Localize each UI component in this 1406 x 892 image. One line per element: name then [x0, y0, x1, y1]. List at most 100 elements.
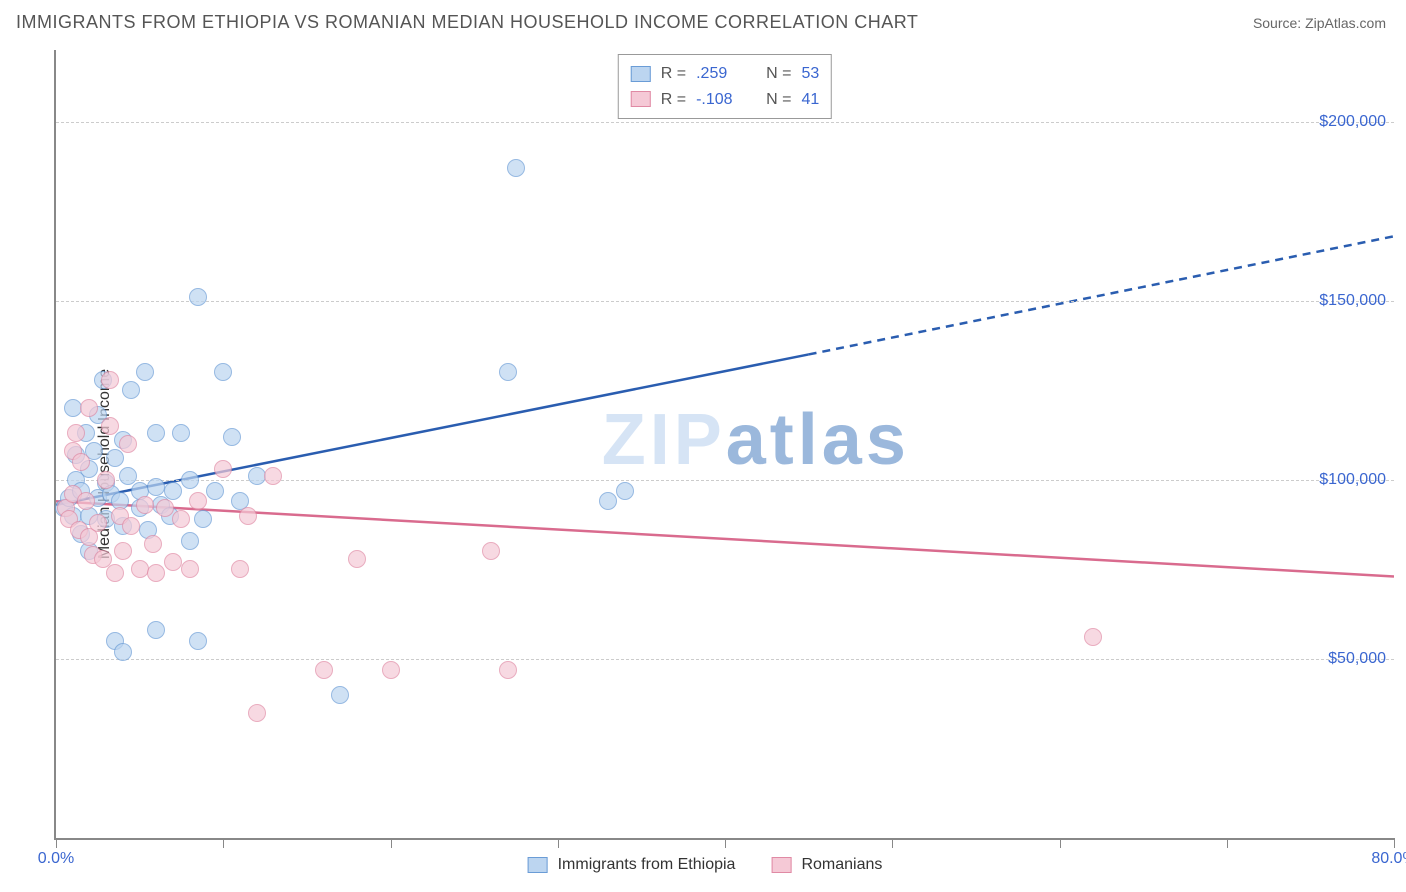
- legend-item: Romanians: [771, 856, 882, 874]
- data-point: [214, 363, 232, 381]
- data-point: [172, 424, 190, 442]
- source-label: Source: ZipAtlas.com: [1253, 15, 1386, 31]
- x-tick: [223, 838, 224, 848]
- data-point: [331, 686, 349, 704]
- x-tick: [1060, 838, 1061, 848]
- data-point: [499, 363, 517, 381]
- watermark-text-light: ZIP: [602, 400, 726, 480]
- data-point: [164, 482, 182, 500]
- data-point: [144, 535, 162, 553]
- y-tick-label: $200,000: [1319, 113, 1386, 131]
- data-point: [114, 542, 132, 560]
- data-point: [348, 550, 366, 568]
- x-tick-label: 80.0%: [1371, 850, 1406, 868]
- correlation-row: R = .259 N = 53: [631, 61, 819, 87]
- gridline: [56, 301, 1394, 302]
- series-swatch: [528, 857, 548, 873]
- correlation-legend: R = .259 N = 53 R = -.108 N = 41: [618, 54, 832, 119]
- data-point: [136, 363, 154, 381]
- series-legend: Immigrants from Ethiopia Romanians: [528, 856, 883, 874]
- chart-container: Median Household Income ZIPatlas R =.259…: [16, 50, 1394, 878]
- data-point: [231, 560, 249, 578]
- data-point: [206, 482, 224, 500]
- correlation-row: R = -.108 N = 41: [631, 87, 819, 113]
- r-label: R =: [661, 87, 686, 113]
- y-tick-label: $100,000: [1319, 471, 1386, 489]
- y-tick-label: $50,000: [1328, 650, 1386, 668]
- n-value: 41: [801, 87, 819, 113]
- data-point: [181, 471, 199, 489]
- data-point: [89, 514, 107, 532]
- data-point: [315, 661, 333, 679]
- data-point: [147, 621, 165, 639]
- r-label: R =: [661, 61, 686, 87]
- data-point: [80, 399, 98, 417]
- n-label: N =: [766, 61, 791, 87]
- gridline: [56, 659, 1394, 660]
- data-point: [106, 449, 124, 467]
- data-point: [136, 496, 154, 514]
- watermark: ZIPatlas: [602, 399, 910, 481]
- data-point: [64, 399, 82, 417]
- data-point: [382, 661, 400, 679]
- x-tick: [558, 838, 559, 848]
- series-swatch: [631, 91, 651, 107]
- x-tick: [1394, 838, 1395, 848]
- legend-item: Immigrants from Ethiopia: [528, 856, 736, 874]
- data-point: [172, 510, 190, 528]
- series-swatch: [771, 857, 791, 873]
- data-point: [507, 159, 525, 177]
- data-point: [189, 632, 207, 650]
- x-tick: [1227, 838, 1228, 848]
- x-tick: [56, 838, 57, 848]
- data-point: [214, 460, 232, 478]
- chart-title: IMMIGRANTS FROM ETHIOPIA VS ROMANIAN MED…: [16, 12, 918, 33]
- data-point: [147, 564, 165, 582]
- n-value: 53: [801, 61, 819, 87]
- data-point: [181, 532, 199, 550]
- data-point: [101, 417, 119, 435]
- data-point: [147, 424, 165, 442]
- data-point: [147, 478, 165, 496]
- gridline: [56, 122, 1394, 123]
- r-value: -.108: [696, 87, 756, 113]
- data-point: [181, 560, 199, 578]
- data-point: [223, 428, 241, 446]
- watermark-text-dark: atlas: [726, 400, 910, 480]
- data-point: [131, 560, 149, 578]
- plot-area: ZIPatlas R = .259 N = 53 R = -.108 N = 41 $50,0…: [54, 50, 1394, 840]
- data-point: [248, 467, 266, 485]
- data-point: [97, 471, 115, 489]
- data-point: [106, 564, 124, 582]
- data-point: [239, 507, 257, 525]
- data-point: [194, 510, 212, 528]
- x-tick: [725, 838, 726, 848]
- data-point: [482, 542, 500, 560]
- data-point: [189, 288, 207, 306]
- data-point: [67, 424, 85, 442]
- r-value: .259: [696, 61, 756, 87]
- data-point: [616, 482, 634, 500]
- data-point: [189, 492, 207, 510]
- data-point: [156, 499, 174, 517]
- legend-label: Immigrants from Ethiopia: [558, 856, 736, 874]
- data-point: [248, 704, 266, 722]
- data-point: [101, 371, 119, 389]
- data-point: [119, 435, 137, 453]
- n-label: N =: [766, 87, 791, 113]
- data-point: [77, 492, 95, 510]
- data-point: [122, 381, 140, 399]
- x-tick: [391, 838, 392, 848]
- x-tick-label: 0.0%: [38, 850, 74, 868]
- data-point: [599, 492, 617, 510]
- data-point: [164, 553, 182, 571]
- series-swatch: [631, 66, 651, 82]
- data-point: [114, 643, 132, 661]
- legend-label: Romanians: [801, 856, 882, 874]
- x-tick: [892, 838, 893, 848]
- data-point: [499, 661, 517, 679]
- data-point: [1084, 628, 1102, 646]
- data-point: [122, 517, 140, 535]
- data-point: [264, 467, 282, 485]
- data-point: [72, 453, 90, 471]
